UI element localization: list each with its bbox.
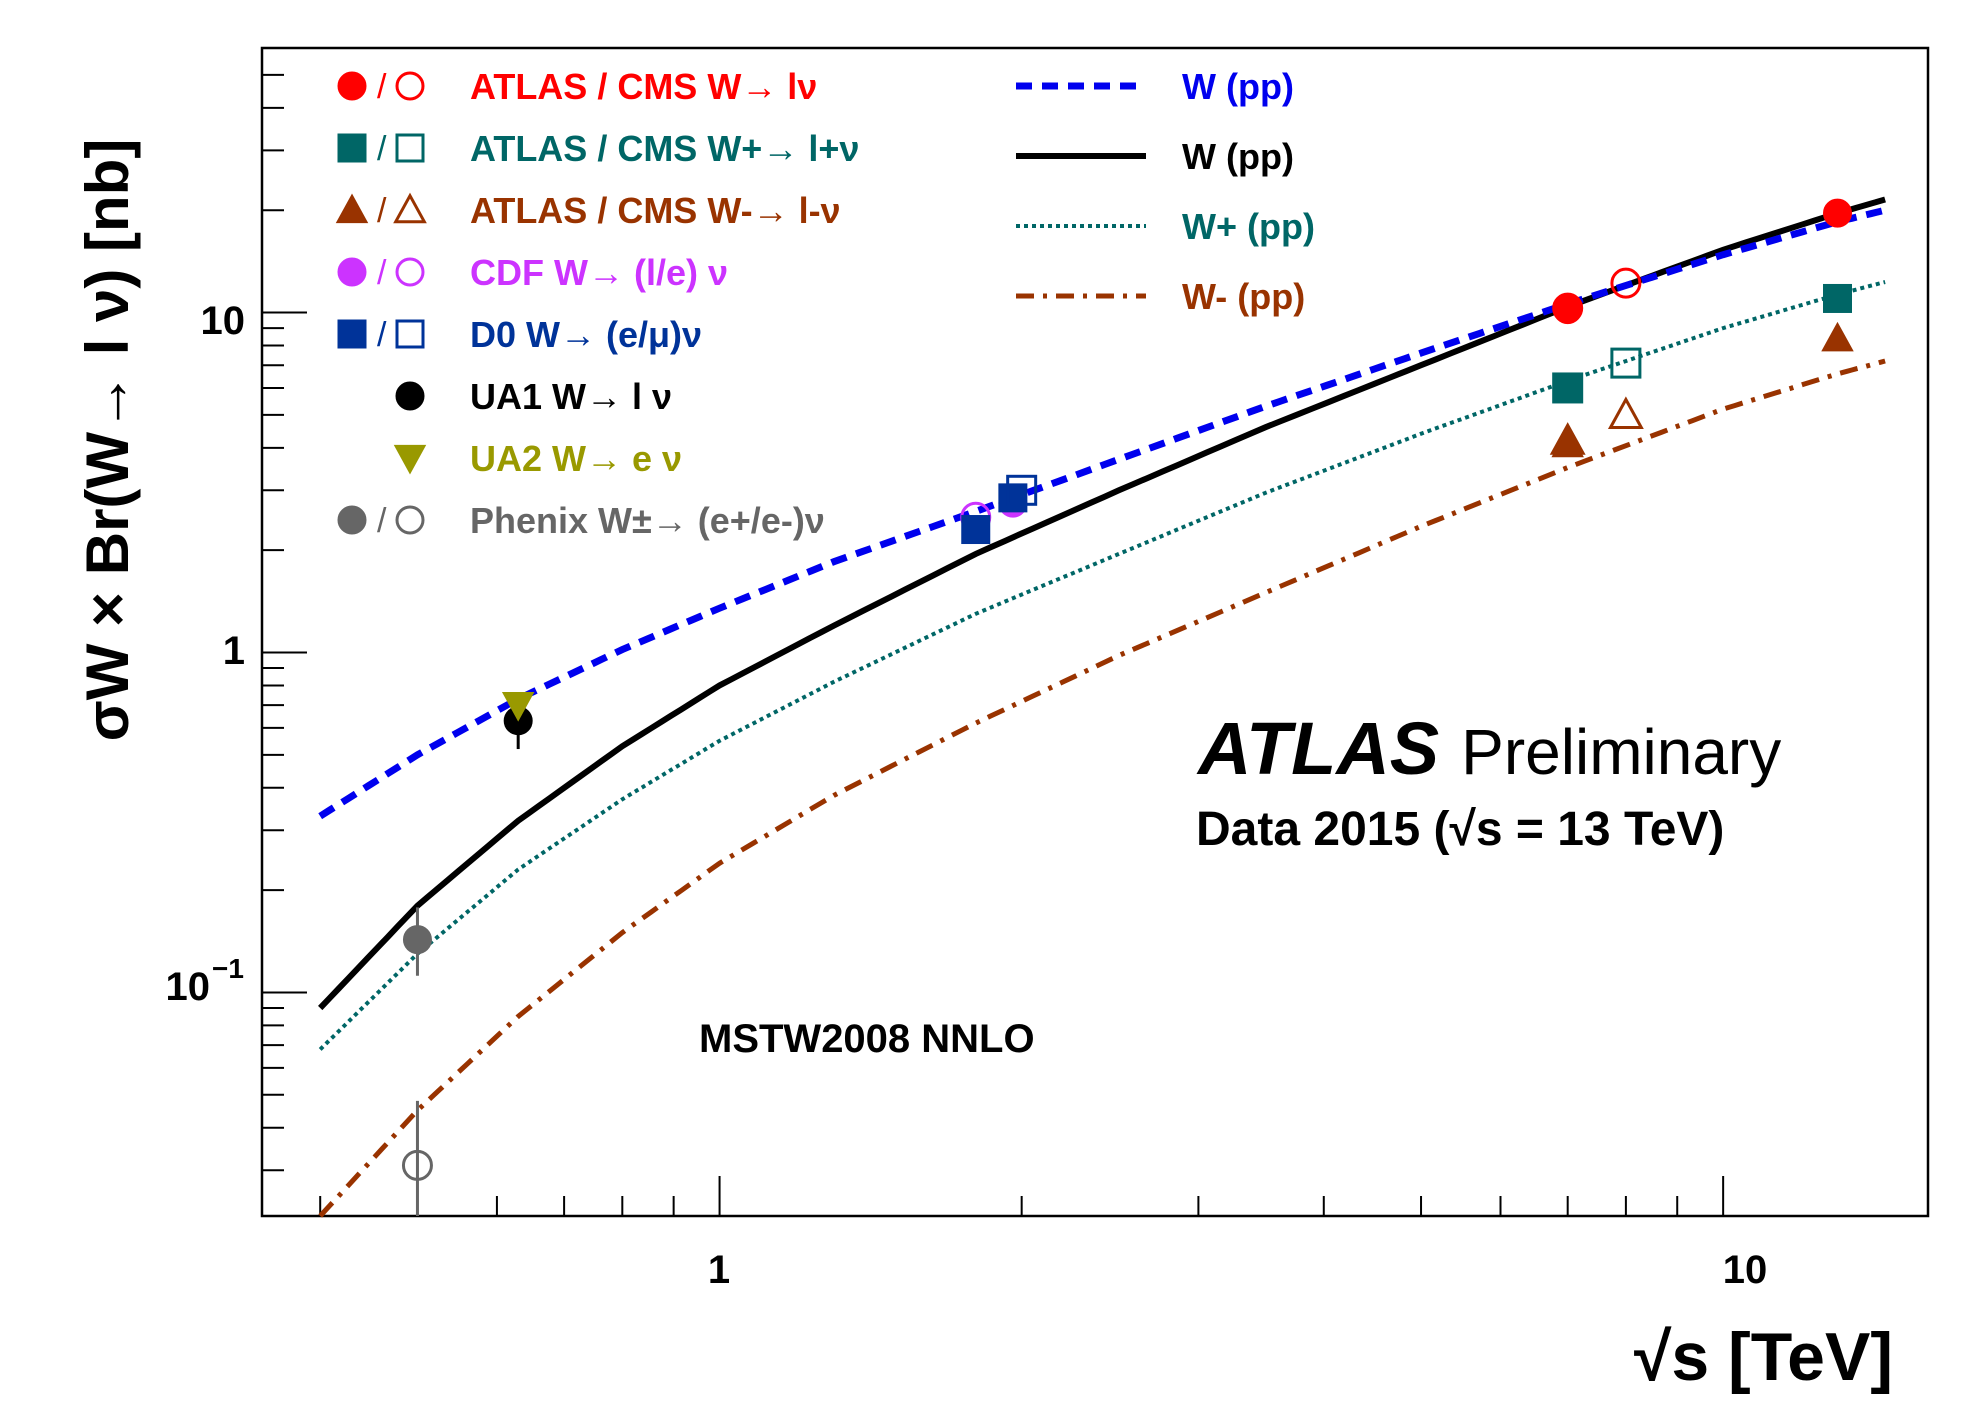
- legend-label: D0 W→ (e/μ)ν: [470, 314, 702, 355]
- legend-marker-filled: [337, 71, 367, 101]
- y-tick-label-10: 10: [201, 299, 246, 343]
- data-point: [1549, 422, 1586, 455]
- data-point: [1552, 292, 1584, 324]
- theory-curve-dashdot: [318, 358, 1886, 1218]
- data-point: [401, 1149, 433, 1181]
- legend-marker-open: [395, 319, 425, 349]
- legend-marker: [395, 381, 425, 411]
- legend-label: W (pp): [1182, 136, 1294, 177]
- theory-curve-dashed: [318, 206, 1886, 820]
- legend-slash: /: [377, 502, 387, 540]
- legend-label: CDF W→ (l/e) ν: [470, 252, 728, 293]
- legend-marker-filled: [337, 257, 367, 287]
- legend-slash: /: [377, 316, 387, 354]
- legend-slash: /: [377, 68, 387, 106]
- data-points: [401, 198, 1854, 1216]
- y-tick-label-0.1-exponent: −1: [212, 953, 244, 984]
- legend-marker-open: [395, 133, 425, 163]
- legend-marker-open: [395, 71, 425, 101]
- y-axis-title: σW × Br(W→ l ν) [nb]: [74, 139, 141, 742]
- legend-marker-filled: [335, 193, 369, 224]
- legend-label: W (pp): [1182, 66, 1294, 107]
- data-point: [1823, 283, 1853, 313]
- legend-label: UA2 W→ e ν: [470, 438, 682, 479]
- y-tick-label-1: 1: [223, 629, 245, 673]
- data-point: [402, 925, 432, 955]
- legend: / ATLAS / CMS W→ lν / ATLAS / CMS W+→ l+ν / A…: [335, 66, 1315, 541]
- legend-marker-filled: [337, 133, 367, 163]
- x-axis-title: √s [TeV]: [1634, 1319, 1893, 1395]
- legend-marker-filled: [337, 505, 367, 535]
- legend-label: UA1 W→ l ν: [470, 376, 672, 417]
- plot-frame: [260, 46, 1930, 1218]
- data-point: [1006, 474, 1038, 506]
- data-point: [1553, 373, 1583, 403]
- pdf-label: MSTW2008 NNLO: [699, 1017, 1035, 1061]
- theory-curves: [318, 196, 1886, 1218]
- legend-label: Phenix W±→ (e+/e-)ν: [470, 500, 825, 541]
- legend-slash: /: [377, 192, 387, 230]
- legend-label: ATLAS / CMS W→ lν: [470, 66, 817, 107]
- legend-marker: [393, 444, 427, 475]
- legend-marker-filled: [337, 319, 367, 349]
- legend-marker-open: [395, 257, 425, 287]
- axis-ticks: [262, 47, 1725, 1216]
- data-point: [1551, 427, 1584, 458]
- legend-label: ATLAS / CMS W-→ l-ν: [470, 190, 841, 231]
- data-point: [1821, 321, 1854, 352]
- legend-label: ATLAS / CMS W+→ l+ν: [470, 128, 859, 169]
- data-point: [1823, 198, 1853, 228]
- legend-marker-open: [393, 192, 427, 224]
- data-point: [501, 692, 535, 722]
- data-point: [1552, 372, 1584, 404]
- y-tick-label-0.1: 10: [166, 965, 211, 1009]
- legend-marker-open: [395, 505, 425, 535]
- atlas-label: ATLAS Preliminary: [1196, 707, 1781, 790]
- legend-slash: /: [377, 130, 387, 168]
- legend-slash: /: [377, 254, 387, 292]
- data-point: [1607, 396, 1644, 429]
- data-label: Data 2015 (√s = 13 TeV): [1196, 803, 1724, 856]
- legend-label: W+ (pp): [1182, 206, 1315, 247]
- theory-curve-dotted: [318, 280, 1886, 1051]
- x-tick-label-1: 1: [708, 1248, 730, 1292]
- legend-label: W- (pp): [1182, 276, 1305, 317]
- data-point: [1610, 267, 1642, 299]
- data-point: [1610, 347, 1642, 379]
- data-point: [961, 515, 991, 545]
- x-tick-label-10: 10: [1723, 1248, 1768, 1292]
- data-point: [998, 483, 1028, 513]
